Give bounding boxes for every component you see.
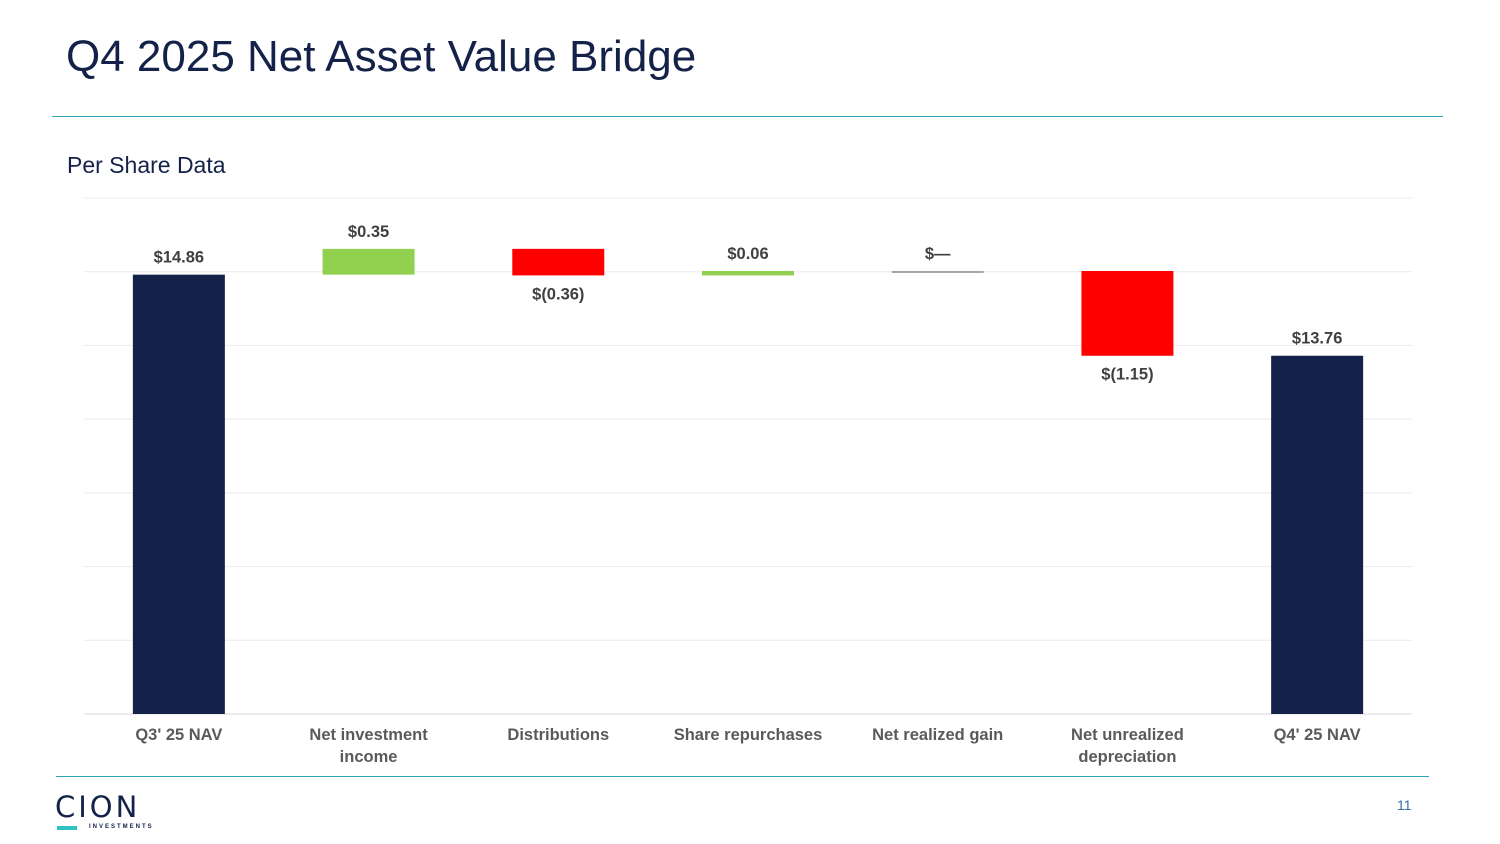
page-title: Q4 2025 Net Asset Value Bridge [66,32,697,81]
bar-6 [1081,270,1174,356]
page-number: 11 [1397,797,1412,813]
category-label-6: Net unrealized depreciation [1071,726,1184,766]
bar-1 [132,274,225,714]
data-label-7: $13.76 [1292,330,1342,348]
chart-subtitle: Per Share Data [67,152,226,178]
category-label-1: Q3' 25 NAV [135,726,222,744]
category-label-5: Net realized gain [872,726,1003,744]
bar-2 [322,248,415,275]
bar-3 [512,248,605,276]
data-label-4: $0.06 [727,245,768,263]
data-label-5: $— [925,245,951,263]
category-label-3: Distributions [507,726,609,744]
bar-7 [1271,355,1364,714]
data-label-2: $0.35 [348,223,389,241]
bar-4 [702,270,794,276]
logo-tagline: INVESTMENTS [89,824,154,830]
category-label-4: Share repurchases [674,726,823,744]
data-label-3: $(0.36) [532,285,584,303]
data-label-6: $(1.15) [1101,366,1153,384]
cion-logo: CION INVESTMENTS [55,792,159,834]
category-label-2: Net investment income [309,726,428,766]
data-label-1: $14.86 [154,249,204,267]
category-label-7: Q4' 25 NAV [1274,726,1361,744]
logo-accent [57,826,77,830]
footer-divider [56,776,1429,777]
bar-5 [891,270,984,273]
logo-wordmark: CION [55,790,141,824]
title-divider [52,116,1443,117]
